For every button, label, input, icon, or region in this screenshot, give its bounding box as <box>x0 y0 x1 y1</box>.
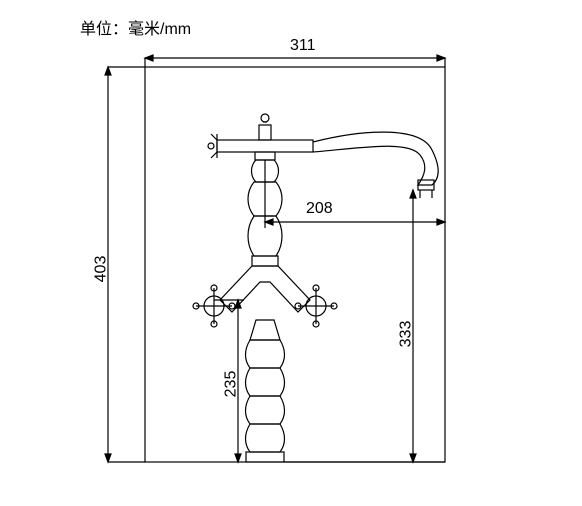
faucet-drawing <box>0 0 582 506</box>
